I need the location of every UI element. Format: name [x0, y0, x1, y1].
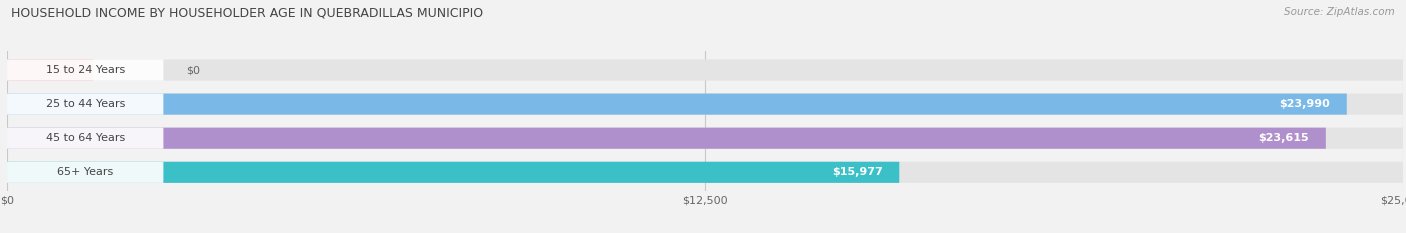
Text: 15 to 24 Years: 15 to 24 Years [45, 65, 125, 75]
Text: $15,977: $15,977 [832, 167, 883, 177]
FancyBboxPatch shape [7, 59, 163, 81]
FancyBboxPatch shape [7, 128, 163, 149]
FancyBboxPatch shape [7, 162, 163, 183]
FancyBboxPatch shape [7, 128, 1326, 149]
Text: 65+ Years: 65+ Years [58, 167, 114, 177]
FancyBboxPatch shape [7, 59, 93, 81]
FancyBboxPatch shape [7, 128, 1403, 149]
Text: HOUSEHOLD INCOME BY HOUSEHOLDER AGE IN QUEBRADILLAS MUNICIPIO: HOUSEHOLD INCOME BY HOUSEHOLDER AGE IN Q… [11, 7, 484, 20]
FancyBboxPatch shape [7, 93, 1403, 115]
Text: $23,615: $23,615 [1258, 133, 1309, 143]
Text: $0: $0 [186, 65, 200, 75]
Text: Source: ZipAtlas.com: Source: ZipAtlas.com [1284, 7, 1395, 17]
Text: $23,990: $23,990 [1279, 99, 1330, 109]
FancyBboxPatch shape [7, 162, 1403, 183]
FancyBboxPatch shape [7, 59, 1403, 81]
FancyBboxPatch shape [7, 93, 1347, 115]
FancyBboxPatch shape [7, 93, 163, 115]
Text: 45 to 64 Years: 45 to 64 Years [45, 133, 125, 143]
FancyBboxPatch shape [7, 162, 900, 183]
Text: 25 to 44 Years: 25 to 44 Years [45, 99, 125, 109]
